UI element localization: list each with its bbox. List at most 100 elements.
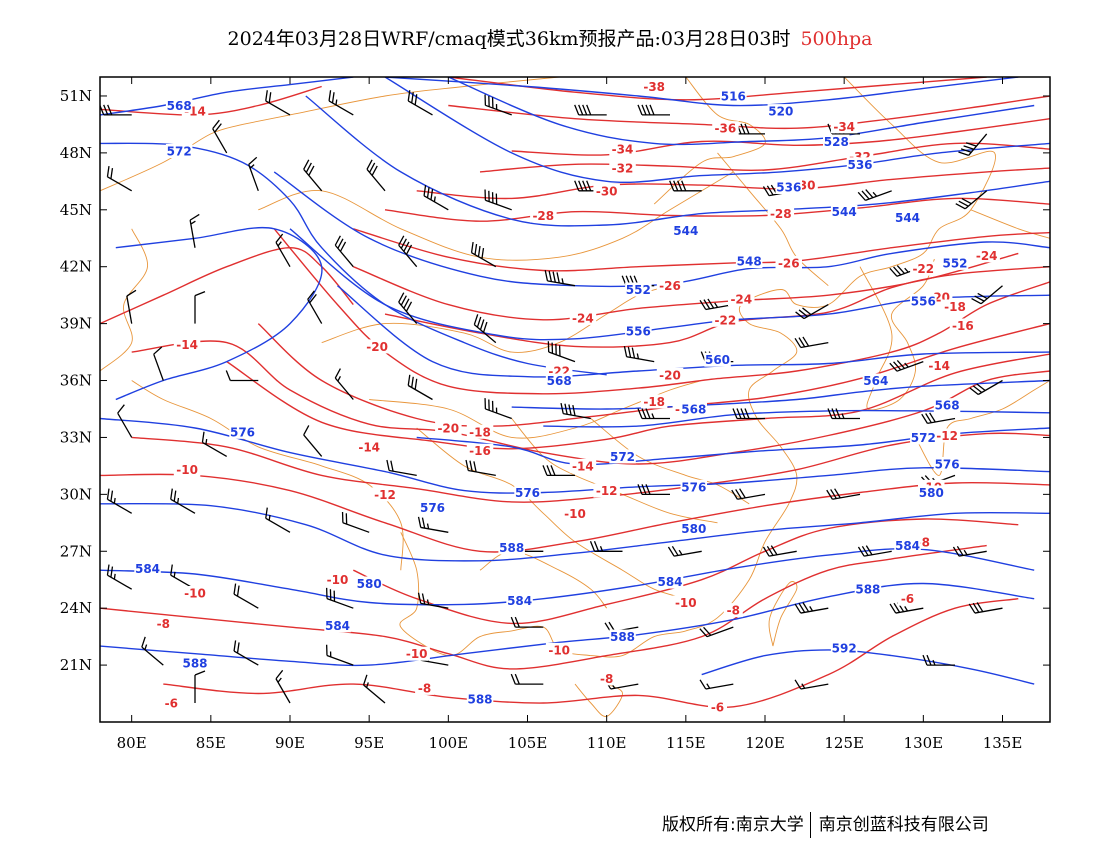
temperature-contour (163, 598, 1019, 709)
temperature-label: -10 (406, 647, 428, 661)
temperature-label-bg (435, 421, 462, 435)
height-label: 584 (325, 619, 350, 633)
lat-tick-label: 51N (60, 87, 92, 105)
lat-tick-label: 30N (60, 485, 92, 503)
wind-barb (560, 402, 591, 420)
wind-barb (699, 679, 734, 690)
wind-barb (794, 336, 829, 349)
wind-barbs (100, 90, 1003, 704)
height-label: 580 (919, 486, 944, 500)
lon-tick-label: 100E (429, 734, 469, 752)
height-label-bg (229, 424, 256, 439)
temperature-label: -10 (327, 573, 349, 587)
lon-tick-label: 130E (904, 734, 944, 752)
border-line (915, 380, 1050, 476)
border-line (242, 77, 560, 125)
wind-barb (470, 241, 497, 268)
height-label: 576 (420, 501, 445, 515)
temperature-label: -6 (165, 697, 178, 711)
temperature-label-bg (910, 261, 937, 276)
temperature-label-bg (569, 458, 597, 473)
lat-tick-label: 45N (60, 201, 92, 219)
lon-tick-label: 90E (275, 734, 305, 752)
temperature-contour (448, 77, 987, 101)
temperature-label-bg (830, 119, 858, 134)
height-label: 544 (832, 205, 857, 219)
copyright-partner: 南京创蓝科技有限公司 (818, 815, 989, 835)
wind-barb (589, 541, 623, 552)
border-line (131, 380, 404, 571)
height-label-bg (672, 223, 700, 238)
wind-barb (303, 425, 323, 457)
temperature-label-bg (775, 255, 802, 270)
border-line (717, 152, 829, 287)
border-line (590, 418, 750, 505)
wind-barb (667, 545, 702, 557)
temperature-label-bg (466, 443, 494, 458)
wind-barb (386, 459, 417, 477)
height-label-bg (609, 629, 636, 644)
height-label-bg (514, 485, 541, 500)
height-label-bg (680, 521, 707, 536)
wind-barb (417, 592, 449, 609)
wind-barb (731, 488, 766, 500)
temperature-label-bg (561, 506, 589, 521)
height-label: 528 (824, 135, 849, 149)
temperature-label-bg (324, 572, 351, 587)
height-label-bg (680, 402, 707, 416)
height-contour (100, 77, 354, 116)
height-label-bg (181, 656, 209, 671)
height-label-bg (704, 352, 731, 367)
height-label: 584 (135, 562, 160, 576)
temperature-label: -12 (936, 429, 958, 443)
wind-barb (544, 270, 576, 287)
temperature-label-bg (363, 339, 391, 354)
wind-barb (398, 292, 418, 325)
temperature-label: -10 (564, 507, 586, 521)
height-label: 552 (942, 256, 967, 270)
wind-barb (971, 285, 1003, 305)
height-label: 556 (911, 294, 936, 308)
wind-barb (574, 104, 607, 116)
lon-tick-label: 125E (824, 734, 864, 752)
height-label-bg (466, 692, 494, 707)
temperature-contour (100, 473, 1050, 553)
temperature-contour (257, 322, 1050, 427)
wind-barb (510, 673, 544, 685)
wind-barb (106, 488, 133, 514)
temperature-label: -24 (976, 249, 998, 263)
height-label: 568 (547, 374, 572, 388)
height-label-bg (165, 98, 193, 113)
height-label-bg (830, 641, 858, 655)
wind-barb (857, 189, 892, 201)
temperature-label-bg (371, 487, 399, 502)
temperature-contour (511, 118, 1050, 156)
temperature-label: -14 (572, 459, 594, 473)
height-label-bg (933, 457, 961, 471)
height-label: 564 (863, 374, 888, 388)
wind-barb (732, 408, 765, 420)
wind-barb (141, 636, 164, 666)
temperature-contour (479, 142, 1050, 173)
temperature-contour (100, 544, 987, 670)
temperature-label: -20 (366, 340, 388, 354)
contour-labels: -38-36-34-34-32-32-30 -30-28 -28-26-26-24-… (134, 79, 1000, 714)
height-contour (305, 95, 1050, 227)
height-label-bg (324, 618, 351, 633)
wind-barb (484, 189, 512, 211)
lat-tick-label: 39N (60, 315, 92, 333)
temperature-label-bg (609, 142, 636, 157)
temperature-label-bg (672, 595, 700, 610)
temperature-label: -32 (612, 162, 634, 176)
height-label-bg (355, 576, 383, 591)
temperature-label-bg (941, 299, 969, 314)
border-line (100, 228, 148, 372)
lon-tick-label: 135E (983, 734, 1023, 752)
height-contour (100, 502, 1050, 562)
height-label: 576 (681, 480, 706, 494)
wind-barb (398, 235, 418, 268)
temperature-label-bg (712, 312, 739, 327)
temperature-label: -22 (912, 262, 934, 276)
height-label: 544 (895, 211, 920, 225)
temperature-label-bg (466, 424, 494, 439)
